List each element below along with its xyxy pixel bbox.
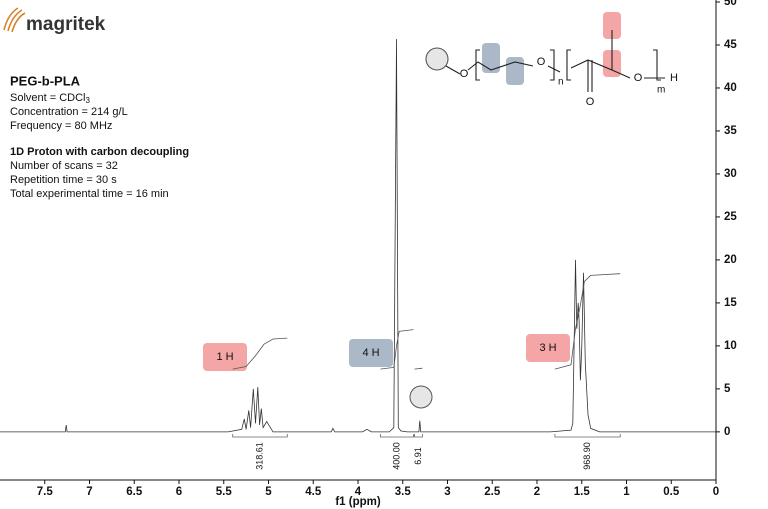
y-tick-label: 0 xyxy=(724,426,730,438)
x-tick-label: 3.5 xyxy=(395,486,412,498)
x-tick-label: 7 xyxy=(86,486,92,498)
annotation-box xyxy=(203,343,247,371)
x-tick-label: 4 xyxy=(355,486,362,498)
integral-label: 318.61 xyxy=(254,442,264,470)
integral-range xyxy=(232,434,288,438)
x-tick-label: 3 xyxy=(444,486,450,498)
atom: O xyxy=(537,56,546,68)
integral-range xyxy=(554,434,621,438)
atom: O xyxy=(460,68,469,80)
integral-label: 968.90 xyxy=(582,442,592,470)
annotation: 3 H xyxy=(539,342,556,354)
x-tick-label: 1 xyxy=(623,486,630,498)
annotation: 1 H xyxy=(216,351,233,363)
x-tick-label: 0 xyxy=(713,486,719,498)
logo-text: magritek xyxy=(26,14,106,35)
integral-curve xyxy=(232,337,288,370)
y-tick-label: 25 xyxy=(724,211,737,223)
y-tick-label: 10 xyxy=(724,340,737,352)
integral-label: 400.00 xyxy=(391,442,401,470)
integral-curve xyxy=(554,273,621,370)
y-tick-label: 15 xyxy=(724,297,737,309)
repetition: Repetition time = 30 s xyxy=(10,174,117,186)
experiment: 1D Proton with carbon decoupling xyxy=(10,146,189,158)
x-tick-label: 7.5 xyxy=(37,486,54,498)
atom: O xyxy=(634,72,643,84)
x-tick-label: 6.5 xyxy=(126,486,143,498)
solvent-subscript: 3 xyxy=(86,96,91,105)
integral-label: 6.91 xyxy=(413,447,423,465)
sample-name: PEG-b-PLA xyxy=(10,73,81,88)
integral-range xyxy=(379,434,414,438)
x-tick-label: 2.5 xyxy=(484,486,501,498)
integral-range xyxy=(413,434,423,438)
solvent-text: Solvent = CDCl xyxy=(10,92,86,104)
annotation-box xyxy=(526,334,570,362)
integral-curve xyxy=(380,329,414,370)
x-tick-label: 5 xyxy=(265,486,272,498)
logo: magritek xyxy=(3,7,106,35)
total-time: Total experimental time = 16 min xyxy=(10,188,169,200)
y-tick-label: 20 xyxy=(724,254,737,266)
y-tick-label: 40 xyxy=(724,82,737,94)
scans: Number of scans = 32 xyxy=(10,160,118,172)
frequency: Frequency = 80 MHz xyxy=(10,120,112,132)
x-tick-label: 0.5 xyxy=(663,486,680,498)
x-axis-label: f1 (ppm) xyxy=(335,496,381,508)
structure-labels: O O O O H n m xyxy=(460,56,678,108)
y-tick-label: 5 xyxy=(724,383,731,395)
annotation: 4 H xyxy=(362,347,379,359)
x-tick-label: 1.5 xyxy=(574,486,591,498)
concentration: Concentration = 214 g/L xyxy=(10,106,128,118)
subscript: m xyxy=(657,85,665,96)
integral-curve xyxy=(414,367,423,370)
x-tick-label: 5.5 xyxy=(216,486,233,498)
structure xyxy=(425,12,665,92)
y-tick-label: 35 xyxy=(724,125,737,137)
subscript: n xyxy=(558,77,564,88)
y-tick-label: 30 xyxy=(724,168,737,180)
group-marker xyxy=(409,385,433,409)
y-tick-label: 50 xyxy=(724,0,737,8)
atom: O xyxy=(586,96,595,108)
x-tick-label: 2 xyxy=(534,486,540,498)
spectrum-line xyxy=(0,38,716,433)
atom: H xyxy=(670,72,678,84)
x-tick-label: 6 xyxy=(176,486,182,498)
x-tick-label: 4.5 xyxy=(305,486,322,498)
solvent: Solvent = CDCl3 xyxy=(10,92,91,105)
y-tick-label: 45 xyxy=(724,39,737,51)
annotation-box xyxy=(349,339,393,367)
